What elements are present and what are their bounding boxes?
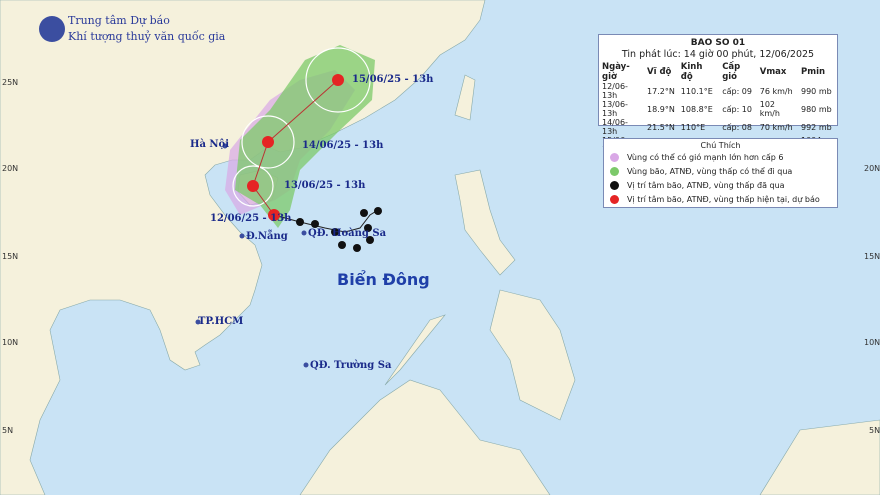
past-positions bbox=[296, 207, 382, 252]
table-cell: 12/06-13h bbox=[602, 82, 628, 100]
legend-text: Vùng bão, ATNĐ, vùng thấp có thể đi qua bbox=[627, 166, 793, 176]
table-cell: 992 mb bbox=[801, 122, 832, 132]
table-cell: 18.9°N bbox=[647, 104, 675, 114]
info-box: BAO SO 01 Tin phát lúc: 14 giờ 00 phút, … bbox=[598, 34, 838, 154]
legend-symbol bbox=[610, 166, 619, 176]
column-header: Pmin bbox=[801, 67, 826, 77]
forecast-time: 15/06/25 - 13h bbox=[352, 74, 434, 85]
table-cell: 17.2°N bbox=[647, 86, 675, 96]
place-dots bbox=[195, 143, 309, 368]
table-cell: 990 mb bbox=[801, 86, 832, 96]
forecast-time: 13/06/25 - 13h bbox=[284, 180, 366, 191]
lat-label: 15N bbox=[864, 252, 880, 261]
lat-label: 10N bbox=[2, 338, 19, 347]
column-header: Ngày-giờ bbox=[602, 62, 630, 82]
table-cell: 13/06-13h bbox=[602, 100, 628, 118]
table-cell: 110°E bbox=[680, 122, 706, 132]
table-cell: 110.1°E bbox=[680, 86, 713, 96]
place-label: Đ.Nẵng bbox=[246, 231, 288, 242]
sea-label: Biển Đông bbox=[337, 270, 430, 289]
legend-item: Vị trí tâm bão, ATNĐ, vùng thấp hiện tại… bbox=[610, 192, 837, 206]
track-line bbox=[252, 79, 339, 216]
forecast-time: 12/06/25 - 13h bbox=[210, 213, 292, 224]
legend-text: Vị trí tâm bão, ATNĐ, vùng thấp hiện tại… bbox=[627, 194, 820, 204]
table-cell: cấp: 09 bbox=[722, 86, 752, 96]
place-label: Hà Nội bbox=[190, 139, 230, 150]
table-cell: cấp: 10 bbox=[722, 104, 752, 114]
table-cell: 102 km/h bbox=[759, 100, 780, 118]
info-title: BAO SO 01 bbox=[690, 38, 746, 48]
legend-symbol bbox=[610, 180, 619, 190]
lat-label: 5N bbox=[869, 426, 880, 435]
header-line: Trung tâm Dự báo bbox=[68, 14, 170, 27]
forecast-time: 14/06/25 - 13h bbox=[302, 140, 384, 151]
column-header: Vmax bbox=[759, 67, 787, 77]
column-header: Kinh độ bbox=[680, 62, 703, 82]
column-header: Cấp gió bbox=[722, 62, 741, 82]
forecast-circle bbox=[241, 115, 295, 169]
lat-label: 20N bbox=[2, 164, 19, 173]
forecast-circle bbox=[232, 165, 274, 207]
lat-label: 25N bbox=[2, 78, 19, 87]
header-line: Khí tượng thuỷ văn quốc gia bbox=[68, 30, 226, 43]
table-cell: cấp: 08 bbox=[722, 122, 752, 132]
lat-label: 20N bbox=[864, 164, 880, 173]
legend-title: Chú Thích bbox=[700, 141, 741, 150]
logo bbox=[39, 16, 65, 42]
legend-symbol bbox=[610, 152, 619, 162]
storm-positions bbox=[247, 74, 344, 221]
info-subtitle: Tin phát lúc: 14 giờ 00 phút, 12/06/2025 bbox=[621, 49, 815, 60]
table-cell: 108.8°E bbox=[680, 104, 713, 114]
place-label: QĐ. Hoàng Sa bbox=[308, 228, 387, 239]
legend-box: Chú Thích Vùng có thể có gió mạnh lớn hơ… bbox=[603, 138, 838, 208]
legend-text: Vị trí tâm bão, ATNĐ, vùng thấp đã qua bbox=[627, 180, 785, 190]
place-label: QĐ. Trường Sa bbox=[310, 360, 392, 371]
legend-item: Vị trí tâm bão, ATNĐ, vùng thấp đã qua bbox=[610, 178, 837, 192]
track-cone bbox=[235, 45, 375, 228]
table-cell: 980 mb bbox=[801, 104, 832, 114]
table-header: Ngày-giờ Vĩ độ Kinh độ Cấp gió Vmax Pmin bbox=[599, 62, 837, 82]
table-row: 14/06-13h 21.5°N 110°E cấp: 08 70 km/h 992 mb bbox=[599, 118, 837, 136]
table-cell: 14/06-13h bbox=[602, 118, 628, 136]
column-header: Vĩ độ bbox=[647, 67, 672, 77]
forecast-circle bbox=[305, 47, 371, 113]
table-cell: 70 km/h bbox=[759, 122, 793, 132]
table-cell: 76 km/h bbox=[759, 86, 793, 96]
lat-label: 10N bbox=[864, 338, 880, 347]
legend-text: Vùng có thể có gió mạnh lớn hơn cấp 6 bbox=[627, 152, 784, 162]
table-row: 13/06-13h 18.9°N 108.8°E cấp: 10 102 km/h 980… bbox=[599, 100, 837, 118]
lat-label: 5N bbox=[2, 426, 14, 435]
table-cell: 21.5°N bbox=[647, 122, 675, 132]
legend-items: Vùng có thể có gió mạnh lớn hơn cấp 6 Vùn… bbox=[604, 150, 837, 206]
place-label: TP.HCM bbox=[198, 316, 244, 327]
lat-label: 15N bbox=[2, 252, 19, 261]
legend-item: Vùng bão, ATNĐ, vùng thấp có thể đi qua bbox=[610, 164, 837, 178]
legend-symbol bbox=[610, 194, 619, 204]
table-row: 12/06-13h 17.2°N 110.1°E cấp: 09 76 km/h 990 … bbox=[599, 82, 837, 100]
legend-item: Vùng có thể có gió mạnh lớn hơn cấp 6 bbox=[610, 150, 837, 164]
